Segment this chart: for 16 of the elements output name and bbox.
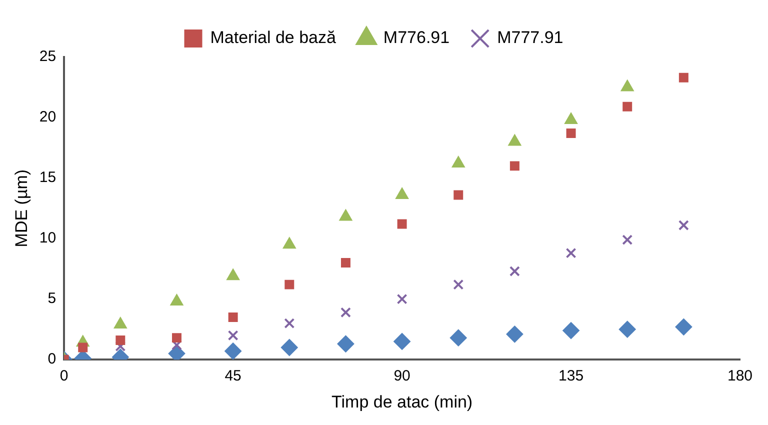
y-tick-label: 5 [48, 290, 56, 308]
x-tick-label: 135 [558, 368, 584, 385]
y-tick-label: 10 [39, 230, 56, 247]
y-tick-label: 25 [39, 48, 56, 66]
x-tick-label: 180 [727, 368, 753, 385]
x-axis-title: Timp de atac (min) [332, 392, 473, 412]
legend-label: M777.91 [497, 28, 564, 48]
y-tick-label: 20 [39, 108, 56, 126]
legend-label: Material de bază [210, 28, 336, 48]
legend-label: M776.91 [383, 28, 450, 48]
x-tick-label: 0 [60, 368, 68, 385]
y-tick-label: 15 [39, 169, 56, 186]
x-tick-label: 45 [224, 368, 242, 385]
y-axis-title: MDE (µm) [12, 169, 31, 248]
y-tick-label: 0 [48, 350, 56, 368]
x-tick-label: 90 [394, 368, 410, 385]
